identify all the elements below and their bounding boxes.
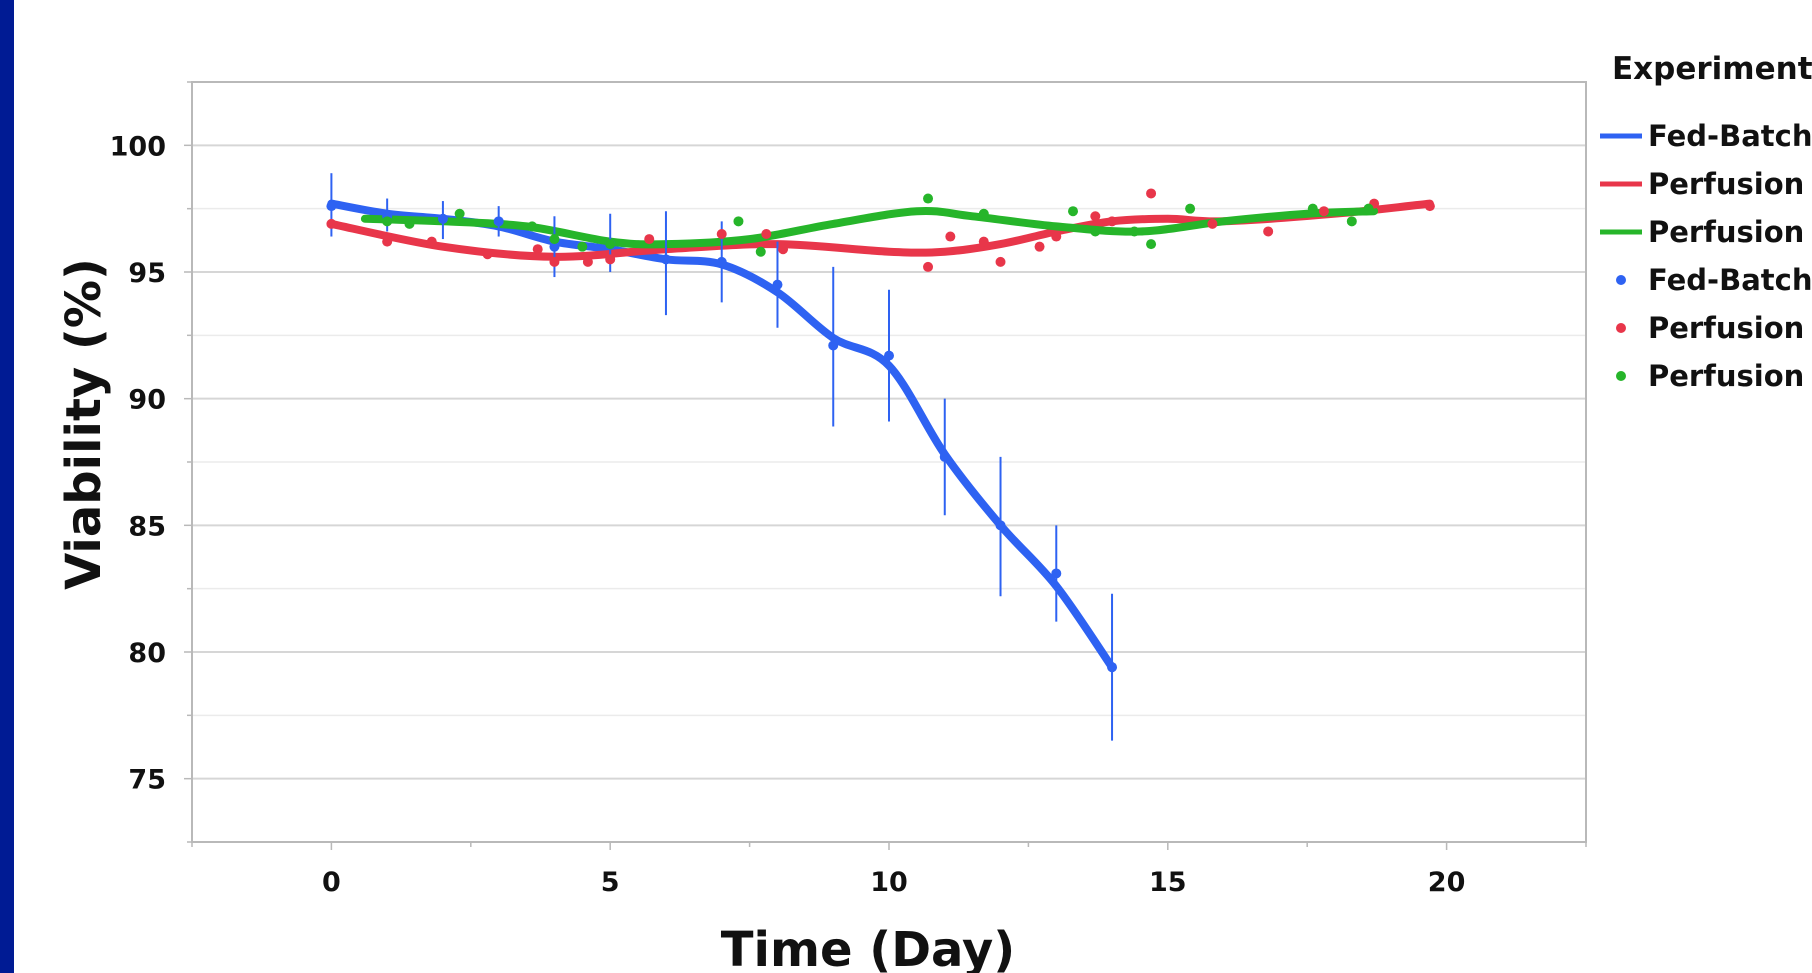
legend-entries: Fed-Batch Perfusion 1 Perfusion 2 Fed-Batch… xyxy=(1600,119,1812,393)
point-perfusion2 xyxy=(577,241,588,252)
point-perfusion2 xyxy=(382,216,393,227)
point-perfusion1 xyxy=(1107,216,1118,227)
x-tick-label: 15 xyxy=(1149,867,1187,898)
point-perfusion1 xyxy=(1051,231,1062,242)
legend-entry-label: Perfusion 1 xyxy=(1648,167,1812,201)
point-fed-batch xyxy=(828,340,839,351)
legend-entry-label: Perfusion 1 xyxy=(1648,311,1812,345)
point-perfusion1 xyxy=(778,244,789,255)
point-fed-batch xyxy=(884,350,894,361)
legend: Experiment Fed-Batch Perfusion 1 Perfusion… xyxy=(1600,51,1812,393)
point-fed-batch xyxy=(1107,662,1118,673)
point-perfusion2 xyxy=(1146,239,1157,250)
data-points xyxy=(326,188,1435,673)
point-fed-batch xyxy=(716,256,727,267)
x-tick-label: 5 xyxy=(601,867,620,898)
point-fed-batch xyxy=(995,520,1006,531)
point-perfusion2 xyxy=(605,239,616,250)
y-tick-labels: 75 80 85 90 95 100 xyxy=(110,131,166,795)
legend-point-swatch xyxy=(1616,371,1626,381)
point-perfusion2 xyxy=(1185,203,1196,214)
y-tick-label: 95 xyxy=(128,258,166,289)
legend-entry-label: Perfusion 2 xyxy=(1648,215,1812,249)
legend-point-swatch xyxy=(1616,323,1626,333)
point-perfusion1 xyxy=(532,244,543,255)
point-perfusion1 xyxy=(716,229,727,239)
curve-perfusion2 xyxy=(360,206,1379,249)
x-tick-label: 0 xyxy=(322,867,341,898)
left-edge-bar xyxy=(0,0,14,973)
y-tick-label: 75 xyxy=(128,765,166,796)
y-tick-label: 85 xyxy=(128,511,166,542)
y-tick-label: 100 xyxy=(110,131,166,162)
point-perfusion2 xyxy=(755,246,766,257)
point-perfusion1 xyxy=(549,256,560,267)
point-fed-batch xyxy=(549,241,560,252)
point-perfusion1 xyxy=(582,256,593,267)
point-perfusion1 xyxy=(1263,226,1274,237)
legend-title: Experiment xyxy=(1612,51,1812,87)
legend-point-swatch xyxy=(1616,275,1626,285)
point-perfusion1 xyxy=(605,254,616,265)
axis-ticks xyxy=(184,81,1587,850)
point-fed-batch xyxy=(493,216,504,227)
point-perfusion1 xyxy=(945,231,956,242)
point-perfusion2 xyxy=(1307,203,1318,214)
legend-entry-label: Fed-Batch xyxy=(1648,119,1812,153)
point-perfusion2 xyxy=(1129,226,1140,237)
point-fed-batch xyxy=(437,213,448,224)
point-perfusion2 xyxy=(549,234,560,245)
y-tick-label: 80 xyxy=(128,638,166,669)
point-fed-batch xyxy=(660,254,671,265)
x-tick-label: 20 xyxy=(1428,867,1466,898)
point-perfusion1 xyxy=(978,236,989,247)
point-perfusion2 xyxy=(733,216,744,227)
point-perfusion2 xyxy=(1068,206,1079,217)
point-perfusion2 xyxy=(1346,216,1357,227)
point-perfusion2 xyxy=(1363,203,1374,214)
x-axis-title: Time (Day) xyxy=(721,922,1015,973)
point-perfusion2 xyxy=(1090,226,1101,237)
point-perfusion1 xyxy=(1146,188,1157,199)
y-tick-label: 90 xyxy=(128,385,166,416)
point-perfusion1 xyxy=(382,236,393,247)
point-perfusion2 xyxy=(454,208,465,219)
point-perfusion1 xyxy=(1034,241,1045,252)
point-perfusion1 xyxy=(761,229,772,239)
y-axis-title: Viability (%) xyxy=(56,258,112,590)
point-perfusion1 xyxy=(326,218,337,229)
legend-entry-label: Perfusion 2 xyxy=(1648,359,1812,393)
point-perfusion1 xyxy=(923,261,934,272)
point-perfusion2 xyxy=(923,193,934,204)
point-perfusion1 xyxy=(1424,201,1435,212)
point-perfusion1 xyxy=(995,256,1006,267)
point-perfusion2 xyxy=(404,218,415,229)
point-fed-batch xyxy=(1051,568,1062,579)
point-fed-batch xyxy=(772,279,783,290)
point-fed-batch xyxy=(326,201,337,212)
point-perfusion1 xyxy=(644,234,655,245)
point-perfusion2 xyxy=(527,221,538,232)
point-perfusion1 xyxy=(1318,206,1329,217)
x-tick-labels: 0 5 10 15 20 xyxy=(322,867,1465,898)
legend-entry-label: Fed-Batch xyxy=(1648,263,1812,297)
x-tick-label: 10 xyxy=(870,867,908,898)
point-perfusion1 xyxy=(482,249,493,260)
point-perfusion2 xyxy=(978,208,989,219)
point-perfusion1 xyxy=(1090,211,1101,222)
point-perfusion1 xyxy=(426,236,437,247)
point-fed-batch xyxy=(939,451,950,462)
point-perfusion1 xyxy=(1207,218,1218,229)
smooth-curves xyxy=(327,199,1434,672)
